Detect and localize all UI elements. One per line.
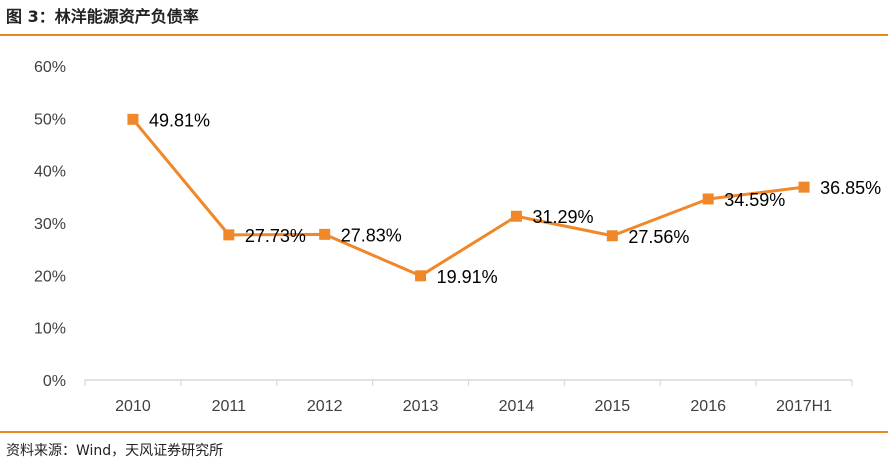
data-label: 27.73% [245, 226, 306, 246]
y-tick-label: 50% [34, 111, 66, 128]
data-label: 36.85% [820, 178, 881, 198]
series-line [131, 118, 805, 278]
data-point-marker [702, 193, 714, 205]
data-point-marker [510, 210, 522, 222]
y-tick-label: 30% [34, 216, 66, 233]
x-tick-label: 2013 [403, 398, 439, 415]
data-point-marker [798, 181, 810, 193]
y-tick-label: 40% [34, 164, 66, 181]
y-tick-label: 10% [34, 321, 66, 338]
x-tick-label: 2014 [499, 398, 535, 415]
x-tick-label: 2010 [115, 398, 151, 415]
data-point-marker [319, 228, 331, 240]
y-tick-label: 0% [43, 373, 66, 390]
data-point-marker [127, 113, 139, 125]
data-point-marker [223, 229, 235, 241]
footer-divider [0, 431, 888, 433]
y-tick-label: 20% [34, 268, 66, 285]
x-tick-label: 2011 [212, 398, 247, 415]
y-tick-label: 60% [34, 59, 66, 76]
x-tick-label: 2017H1 [776, 398, 832, 415]
title-divider [0, 34, 888, 36]
data-label: 31.29% [532, 207, 593, 227]
x-tick-label: 2015 [595, 398, 631, 415]
data-label: 19.91% [437, 267, 498, 287]
data-point-marker [415, 270, 427, 282]
chart-title: 图 3：林洋能源资产负债率 [6, 7, 199, 26]
x-tick-label: 2012 [307, 398, 343, 415]
line-chart: 0% 10% 20% 30% 40% 50% 60% 2010 2011 2012 2013 2014… [34, 59, 881, 415]
data-label: 34.59% [724, 190, 785, 210]
data-label: 27.56% [628, 227, 689, 247]
data-point-marker [606, 230, 618, 242]
data-label: 49.81% [149, 110, 210, 130]
x-tick-label: 2016 [690, 398, 726, 415]
data-label: 27.83% [341, 225, 402, 245]
source-note: 资料来源：Wind，天风证券研究所 [6, 443, 224, 459]
